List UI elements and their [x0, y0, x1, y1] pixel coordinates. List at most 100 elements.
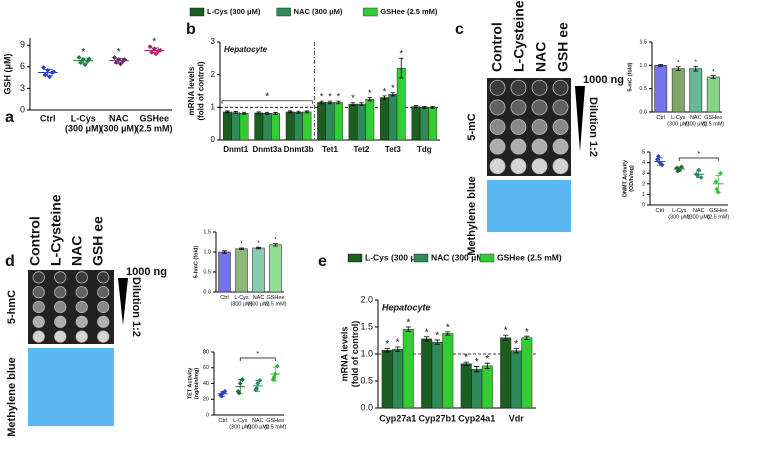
error-bar: [395, 346, 401, 352]
x-tick-label: L-Cys: [234, 295, 249, 301]
error-bar: [676, 166, 682, 172]
significance-bracket: [221, 100, 313, 104]
x-tick-label: GSHee: [709, 208, 727, 214]
methylene-stain: [28, 348, 114, 426]
legend-swatch: [479, 253, 495, 263]
panel-label: d: [5, 253, 15, 270]
blot-dot: [32, 330, 45, 343]
blot-dot: [32, 300, 45, 314]
y-tick-label: 3: [642, 171, 645, 177]
bar: [402, 328, 414, 409]
error-bar: [233, 111, 238, 114]
panel-label: a: [5, 109, 14, 126]
error-bar: [524, 335, 530, 340]
error-bar: [327, 100, 333, 105]
x-tick-label: (2.5 mM): [702, 121, 724, 127]
methylene-stain: [487, 180, 571, 232]
y-tick-label: 3: [211, 37, 216, 46]
blot-dot: [489, 158, 506, 175]
blot-dot: [32, 271, 45, 284]
dilution-label: Dilution 1:2: [130, 277, 142, 337]
significance-star: *: [152, 37, 156, 48]
dilution-wedge: [575, 86, 585, 152]
significance-star: *: [240, 241, 243, 248]
panel-label: b: [186, 21, 196, 38]
x-tick-label: Dnmt3a: [252, 145, 282, 154]
bar: [285, 111, 295, 141]
significance-star: *: [351, 93, 355, 103]
blot-dot: [54, 300, 67, 314]
error-bar: [434, 339, 440, 345]
bar: [471, 368, 483, 409]
blot-dot: [552, 119, 569, 135]
y-axis-label: GSH (μM): [2, 53, 12, 94]
x-tick-label: (2.5 mM): [707, 214, 729, 220]
y-tick-label: 2: [642, 181, 645, 187]
blot-dot: [489, 138, 506, 155]
x-tick-label: (300 μM): [229, 424, 251, 430]
data-point: [82, 62, 88, 68]
blot-dot: [54, 330, 67, 343]
x-tick-label: (300 μM): [667, 121, 689, 127]
data-point: [118, 61, 123, 67]
panel-label: c: [455, 21, 464, 38]
legend-label: NAC (300 μM): [294, 7, 343, 16]
blot-column-label: Control: [489, 22, 505, 72]
y-tick-label: 0.0: [639, 109, 647, 115]
x-tick-label: (300 μM): [688, 214, 710, 220]
bar: [411, 106, 421, 141]
bar: [325, 102, 335, 141]
bar: [271, 113, 280, 141]
error-bar: [220, 390, 226, 397]
error-bar: [693, 65, 699, 72]
legend-label: NAC (300 μM): [431, 252, 486, 262]
significance-star: *: [257, 240, 260, 247]
error-bar: [657, 157, 663, 166]
error-bar: [445, 331, 451, 336]
y-tick-label: 1.0: [203, 249, 211, 255]
y-tick-label: 1.0: [360, 348, 373, 358]
bar: [500, 337, 512, 409]
y-axis-label: (OD/h/mg): [629, 165, 635, 192]
error-bar: [336, 100, 341, 105]
bar: [254, 112, 264, 141]
significance-bracket: [678, 157, 719, 161]
x-tick-label: Vdr: [509, 413, 525, 423]
y-axis-label: 5-mC (fold): [627, 62, 633, 91]
error-bar: [113, 57, 124, 64]
bar: [689, 68, 703, 113]
x-tick-label: GSHee: [266, 295, 284, 301]
blot-dot: [552, 79, 569, 96]
bar: [419, 107, 429, 141]
x-tick-label: L-Cys: [672, 208, 687, 214]
y-axis-label: mRNA levels: [339, 327, 349, 382]
error-bar: [273, 112, 278, 115]
blot-dot: [75, 330, 88, 343]
error-bar: [715, 174, 721, 193]
x-tick-label: L-Cys: [233, 418, 248, 424]
bar: [380, 97, 389, 141]
blot-dot: [510, 99, 527, 116]
blot-column-label: Control: [27, 216, 43, 266]
error-bar: [710, 75, 716, 79]
error-bar: [399, 57, 404, 79]
stain-label: Methylene blue: [466, 176, 478, 255]
significance-star: *: [712, 68, 715, 75]
blot-dot: [531, 99, 548, 116]
significance-star: *: [475, 357, 479, 368]
x-tick-label: GSHee: [139, 113, 169, 123]
error-bar: [424, 336, 430, 342]
error-bar: [273, 243, 278, 247]
error-bar: [390, 92, 395, 97]
y-axis-label: (fold of control): [197, 61, 206, 120]
x-tick-label: Cyp27b1: [418, 413, 456, 423]
bar: [235, 248, 248, 293]
x-tick-label: Tdg: [417, 145, 432, 154]
amount-label: 1000 ng: [583, 74, 624, 86]
blot-dot: [531, 158, 548, 175]
annotation: Hepatocyte: [382, 302, 431, 312]
x-tick-label: Dnmt1: [223, 145, 248, 154]
y-tick-label: 0: [211, 135, 216, 144]
bar: [381, 350, 393, 409]
